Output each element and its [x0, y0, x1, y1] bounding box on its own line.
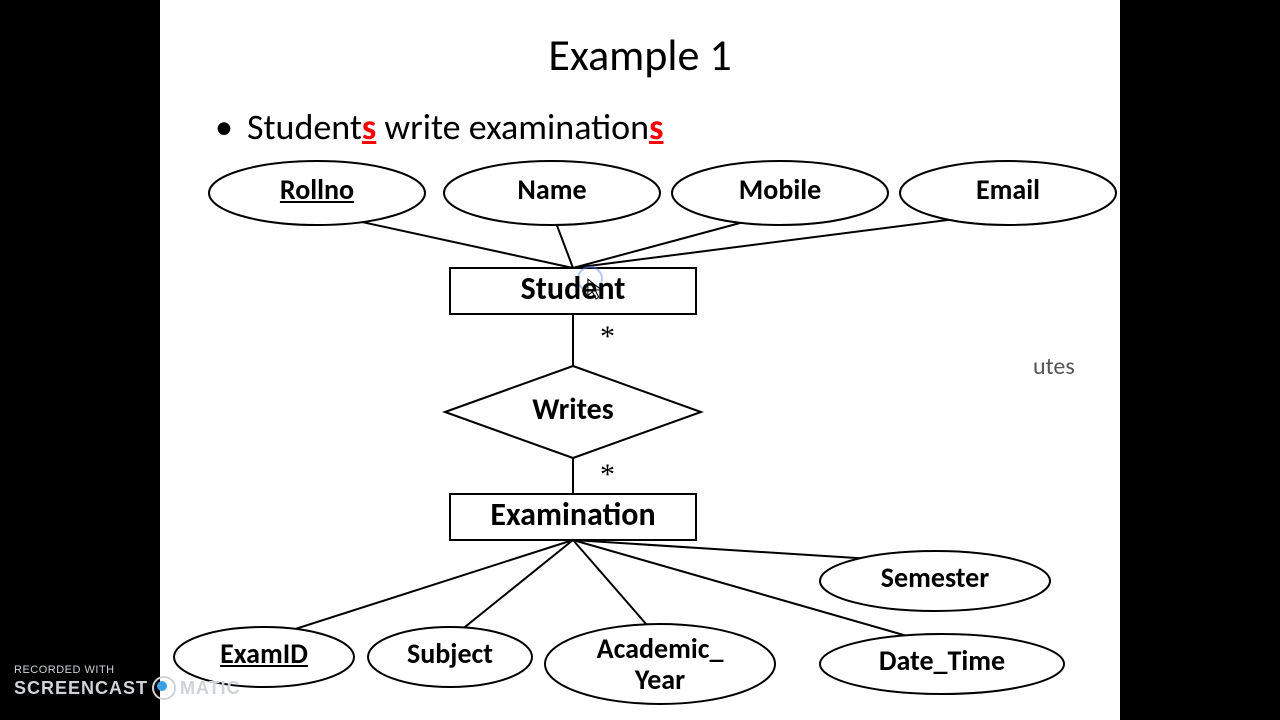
relationship-writes: Writes: [423, 393, 723, 426]
screencast-watermark: RECORDED WITH SCREENCAST MATIC: [14, 664, 241, 700]
attr-subject: Subject: [300, 639, 600, 670]
watermark-line1: RECORDED WITH: [14, 664, 241, 676]
watermark-brand-right: MATIC: [180, 678, 241, 699]
attr-acadyear: Academic_Year: [570, 634, 750, 696]
entity-student: Student: [423, 271, 723, 306]
er-diagram-svg: [160, 0, 1120, 720]
watermark-logo-icon: [152, 676, 176, 700]
watermark-line2: SCREENCAST MATIC: [14, 676, 241, 700]
slide-canvas: Example 1 •Students write examinations *…: [160, 0, 1120, 720]
cardinality-bottom: *: [600, 458, 615, 492]
cardinality-top: *: [600, 320, 615, 354]
attr-datetime: Date_Time: [792, 646, 1092, 677]
entity-examination: Examination: [423, 497, 723, 532]
attr-semester: Semester: [785, 563, 1085, 594]
watermark-brand-left: SCREENCAST: [14, 678, 148, 699]
attr-email: Email: [858, 175, 1158, 206]
stray-text: utes: [1033, 352, 1075, 381]
